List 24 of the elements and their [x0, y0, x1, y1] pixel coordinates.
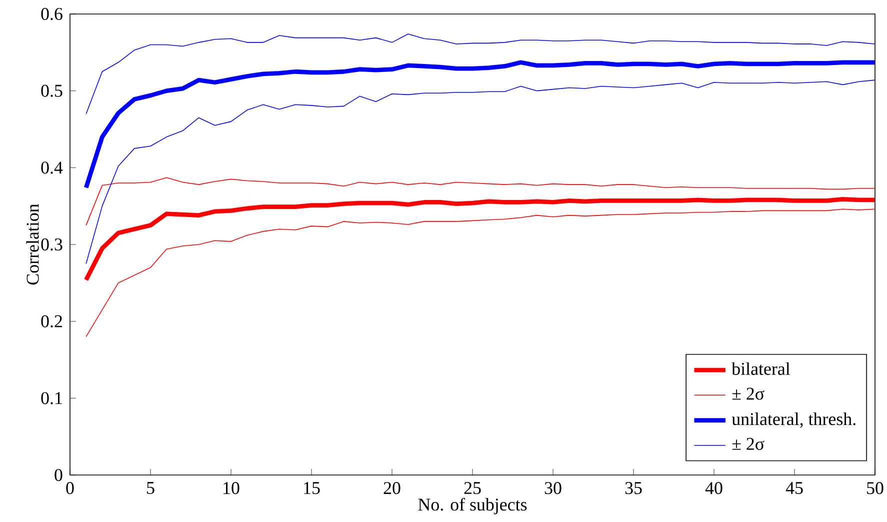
y-tick-label: 0.5	[41, 84, 62, 97]
y-tick-label: 0.6	[41, 8, 62, 20]
legend-label: bilateral	[732, 362, 790, 375]
x-tick-label: 0	[66, 482, 74, 494]
y-tick-label: 0.1	[41, 392, 62, 404]
x-tick-label: 25	[464, 482, 481, 494]
x-tick-label: 50	[867, 482, 884, 494]
x-tick-label: 15	[304, 482, 320, 494]
y-tick-label: 0.2	[41, 315, 62, 328]
x-tick-label: 20	[384, 482, 400, 494]
legend-label: unilateral, thresh.	[732, 412, 856, 428]
x-axis-title: No. of subjects	[418, 498, 527, 514]
x-tick-label: 40	[705, 482, 722, 494]
legend-label: ± 2σ	[732, 438, 764, 450]
y-tick-label: 0	[54, 468, 62, 482]
legend-label: ± 2σ	[732, 388, 764, 400]
x-tick-label: 45	[786, 482, 803, 494]
y-tick-label: 0.4	[41, 162, 63, 174]
x-tick-label: 30	[544, 482, 562, 494]
y-tick-label: 0.3	[41, 238, 62, 251]
x-tick-label: 35	[625, 482, 642, 494]
y-axis-title: Correlation	[26, 204, 39, 285]
x-tick-label: 10	[224, 482, 240, 494]
x-tick-label: 5	[147, 482, 154, 494]
